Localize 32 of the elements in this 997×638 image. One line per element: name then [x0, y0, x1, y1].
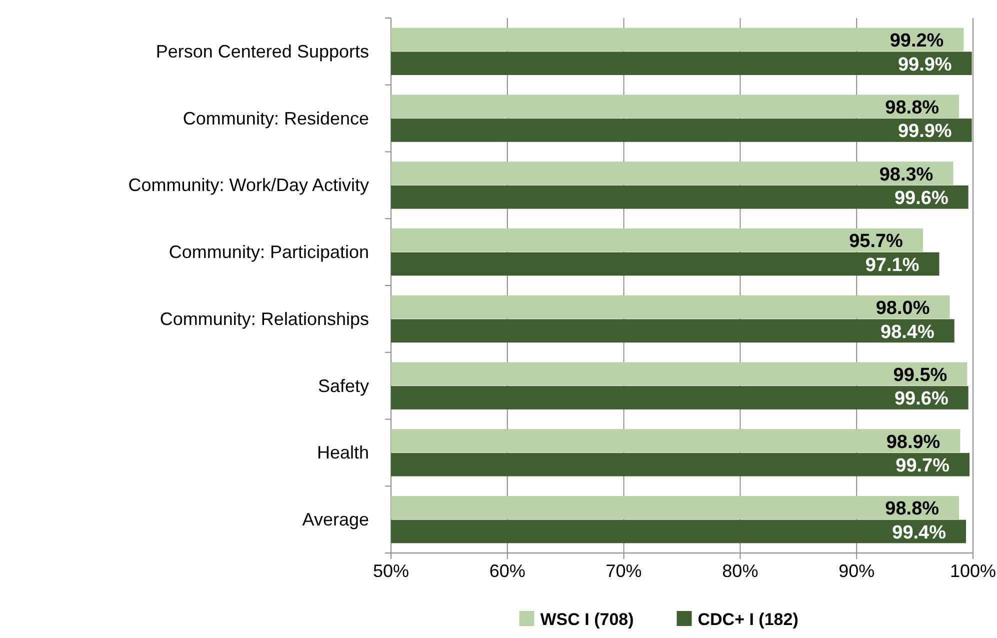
y-tick-label: Average [302, 510, 369, 530]
data-label: 97.1% [865, 254, 920, 276]
data-label: 99.9% [898, 54, 952, 76]
data-label: 99.6% [894, 188, 948, 210]
legend-label: CDC+ I (182) [698, 610, 798, 629]
y-tick-label: Community: Relationships [160, 308, 369, 329]
data-label: 99.4% [892, 522, 946, 544]
data-label: 99.6% [894, 388, 948, 410]
data-label: 98.9% [886, 432, 940, 453]
y-tick-label: Community: Work/Day Activity [128, 175, 369, 196]
x-tick-label: 90% [838, 561, 875, 581]
x-tick-label: 50% [372, 561, 410, 581]
x-tick-label: 60% [489, 561, 526, 581]
data-label: 99.7% [896, 456, 950, 477]
data-label: 99.9% [898, 121, 952, 142]
y-tick-label: Person Centered Supports [156, 41, 369, 62]
x-tick-label: 80% [722, 561, 758, 581]
y-tick-label: Health [316, 442, 369, 463]
x-tick-label: 100% [950, 561, 996, 581]
data-label: 98.3% [879, 164, 934, 186]
data-label: 98.0% [876, 298, 930, 320]
x-tick-label: 70% [606, 561, 642, 581]
data-label: 98.8% [885, 498, 940, 520]
y-tick-label: Safety [318, 376, 369, 396]
legend-label: WSC I (708) [540, 610, 634, 629]
data-label: 99.5% [893, 364, 948, 386]
data-label: 98.4% [880, 322, 934, 343]
y-tick-label: Community: Participation [168, 242, 369, 262]
data-label: 99.2% [890, 30, 944, 52]
data-label: 98.8% [885, 97, 940, 118]
data-label: 95.7% [849, 231, 904, 252]
y-tick-label: Community: Residence [182, 108, 369, 128]
